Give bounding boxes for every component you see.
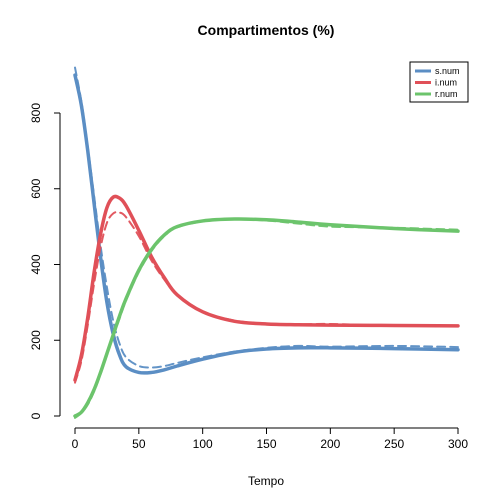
series-r.num-line	[73, 217, 460, 418]
x-tick-label: 0	[72, 437, 79, 451]
series-i.num-dashed-line	[74, 211, 459, 384]
legend-label-i.num: i.num	[435, 78, 457, 88]
y-tick-label: 800	[29, 103, 43, 123]
y-tick-label: 400	[29, 254, 43, 274]
series-i.num-line	[73, 194, 460, 382]
series-s.num-line	[73, 73, 460, 375]
x-tick-label: 100	[193, 437, 213, 451]
x-tick-label: 200	[320, 437, 340, 451]
x-tick-label: 150	[256, 437, 276, 451]
x-tick-label: 50	[132, 437, 146, 451]
y-tick-label: 200	[29, 330, 43, 350]
x-axis-label: Tempo	[248, 474, 284, 488]
x-tick-label: 250	[384, 437, 404, 451]
chart-title: Compartimentos (%)	[198, 22, 335, 38]
axes: 0 50 100 150 200 250 300 0 200 400 600 800	[29, 103, 468, 451]
y-tick-label: 600	[29, 178, 43, 198]
series-r.num-dashed-line	[74, 218, 459, 419]
legend-label-s.num: s.num	[435, 66, 460, 76]
legend-label-r.num: r.num	[435, 89, 458, 99]
series-layer	[73, 66, 460, 419]
y-tick-label: 0	[29, 412, 43, 419]
x-tick-label: 300	[448, 437, 468, 451]
